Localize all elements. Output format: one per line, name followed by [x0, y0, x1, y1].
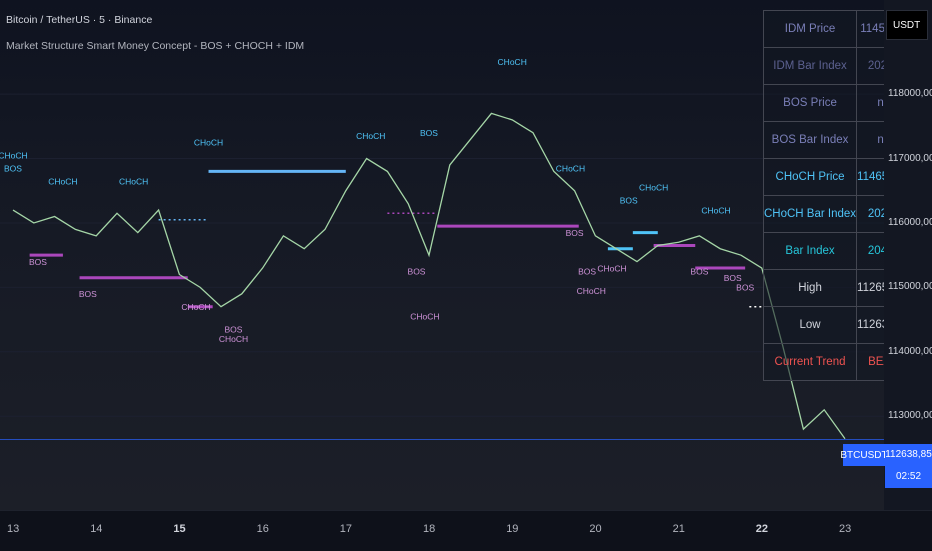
structure-label: CHoCH	[194, 138, 223, 148]
info-row: IDM Bar Index20224	[762, 47, 884, 85]
price-label: 117000,00	[888, 152, 932, 164]
info-key: IDM Bar Index	[762, 47, 858, 85]
structure-label: BOS	[29, 257, 47, 267]
info-value: na	[856, 84, 884, 122]
info-row: CHoCH Price114654.36	[762, 158, 884, 196]
time-label: 18	[423, 523, 436, 535]
structure-label: BOS	[724, 273, 742, 283]
info-value: BEAR	[856, 343, 884, 381]
price-label: 118000,00	[888, 88, 932, 100]
info-row: Current TrendBEAR	[762, 343, 884, 381]
structure-label: BOS	[79, 289, 97, 299]
price-label: 115000,00	[888, 281, 932, 293]
time-label: 17	[339, 523, 353, 535]
structure-label: BOS	[225, 324, 243, 334]
structure-label: BOS	[566, 228, 584, 238]
info-value: 112659.19	[856, 269, 884, 307]
structure-label: BOS	[578, 266, 596, 276]
structure-label: CHoCH	[48, 176, 77, 186]
structure-label: CHoCH	[119, 176, 148, 186]
ticker-tag: BTCUSDT	[840, 444, 888, 466]
structure-label: CHoCH	[410, 312, 439, 322]
last-price-value: 112638,85	[885, 449, 932, 460]
info-row: Bar Index20446	[762, 232, 884, 270]
info-row: IDM Price114551.8	[762, 10, 884, 48]
time-label: 20	[589, 523, 602, 535]
info-key: High	[762, 269, 858, 307]
chart-area[interactable]: CHoCH CHoCH CHoCH CHoCH BOS CHoCH CHoCH BOS CHoC…	[0, 0, 884, 510]
info-value: 20206	[856, 195, 884, 233]
price-label: 114000,00	[888, 345, 932, 357]
info-key: CHoCH Bar Index	[762, 195, 858, 233]
time-label: 16	[256, 523, 269, 535]
time-label: 23	[839, 523, 852, 535]
time-label: 14	[90, 523, 103, 535]
info-value: 20224	[856, 47, 884, 85]
info-value: 112638.85	[856, 306, 884, 344]
structure-label: BOS	[690, 266, 708, 276]
structure-label: CHoCH	[0, 151, 28, 161]
info-row: BOS Bar Indexna	[762, 121, 884, 159]
info-key: Current Trend	[762, 343, 858, 381]
structure-label: CHoCH	[181, 302, 210, 312]
structure-label: BOS	[736, 283, 754, 293]
currency-selector[interactable]: USDT	[886, 10, 928, 40]
info-key: BOS Price	[762, 84, 858, 122]
smc-info-table: IDM Price114551.8IDM Bar Index20224BOS P…	[762, 10, 884, 381]
time-label: 21	[672, 523, 685, 535]
structure-label: CHoCH	[219, 334, 248, 344]
info-key: Low	[762, 306, 858, 344]
time-label: 19	[506, 523, 519, 535]
structure-label: BOS	[420, 128, 438, 138]
info-row: Low112638.85	[762, 306, 884, 344]
structure-label: CHoCH	[597, 263, 626, 273]
price-line	[12, 112, 846, 440]
structure-label: CHoCH	[577, 286, 606, 296]
structure-label: BOS	[620, 196, 638, 206]
info-value: na	[856, 121, 884, 159]
structure-label: BOS	[408, 266, 426, 276]
structure-label: CHoCH	[639, 183, 668, 193]
time-axis[interactable]: 13 14 15 16 17 18 19 20 21 22 23	[0, 510, 932, 551]
bar-countdown: 02:52	[895, 471, 922, 482]
symbol-title[interactable]: Bitcoin / TetherUS · 5 · Binance	[6, 14, 153, 26]
info-row: CHoCH Bar Index20206	[762, 195, 884, 233]
structure-label: CHoCH	[556, 163, 585, 173]
indicator-title[interactable]: Market Structure Smart Money Concept - B…	[6, 40, 305, 52]
info-row: BOS Pricena	[762, 84, 884, 122]
info-key: CHoCH Price	[762, 158, 858, 196]
info-key: IDM Price	[762, 10, 858, 48]
time-label: 22	[755, 523, 769, 535]
price-axis[interactable]: 118000,00 117000,00 116000,00 115000,00 1140…	[884, 0, 932, 510]
price-chart[interactable]: CHoCHCHoCHCHoCHCHoCHBOSCHoCHCHoCHBOSCHoC…	[0, 0, 884, 510]
info-key: BOS Bar Index	[762, 121, 858, 159]
info-value: 20446	[856, 232, 884, 270]
structure-label: BOS	[4, 163, 22, 173]
structure-label: CHoCH	[498, 57, 527, 67]
last-price-label: 112638,85 02:52	[885, 444, 932, 488]
time-label: 13	[7, 523, 20, 535]
info-value: 114654.36	[856, 158, 884, 196]
info-value: 114551.8	[856, 10, 884, 48]
time-label: 15	[173, 523, 186, 535]
price-label: 113000,00	[888, 410, 932, 422]
info-key: Bar Index	[762, 232, 858, 270]
info-row: High112659.19	[762, 269, 884, 307]
structure-label: CHoCH	[701, 205, 730, 215]
structure-label: CHoCH	[356, 131, 385, 141]
price-label: 116000,00	[888, 216, 932, 228]
